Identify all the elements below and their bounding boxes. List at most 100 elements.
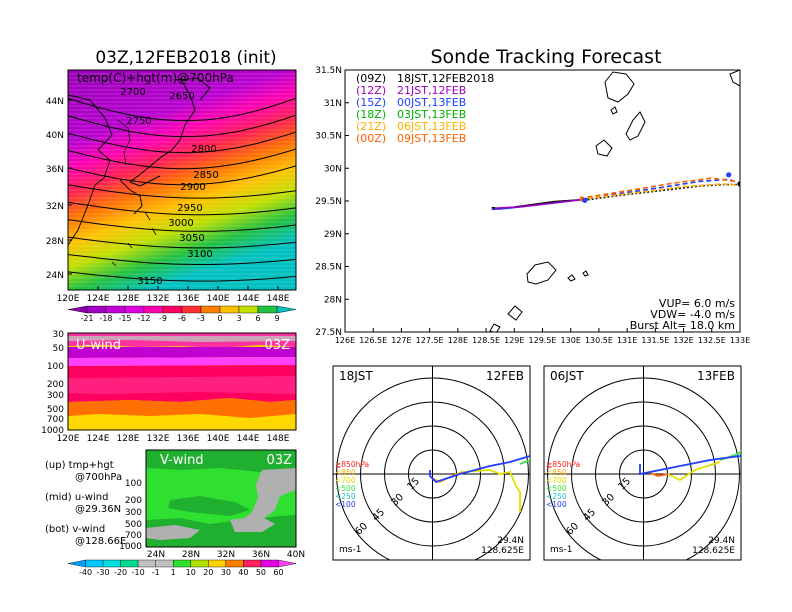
u-wind-longitude-ticks: 120E 124E 128E 132E 136E 140E 144E 148E <box>57 434 290 444</box>
wind-colorbar-cell <box>120 559 139 568</box>
track-x-axis: 126E 126.5E 127E 127.5E 128E 128.5E 129E 129.5E… <box>335 328 750 345</box>
hodograph-date: 13FEB <box>697 369 735 383</box>
track-x-tick: 126E <box>335 336 355 345</box>
hodograph-units: ms-1 <box>550 545 572 555</box>
hodograph-trace <box>519 458 530 465</box>
launch-jst: 21JST,12FEB <box>397 84 466 97</box>
temp-colorbar-cell <box>219 305 240 314</box>
wind-colorbar-cell <box>173 559 191 568</box>
map-lat-tick: 32N <box>46 202 64 212</box>
map-lat-tick: 40N <box>46 131 64 141</box>
temperature-colorbar: -21 -18 -15 -12 -9 -6 -3 0 3 6 9 <box>67 305 297 323</box>
level-legend: <700 <box>335 476 356 485</box>
temp-colorbar-label: -3 <box>197 314 205 323</box>
map-lat-tick: 24N <box>46 271 64 281</box>
wind-colorbar-label: 40 <box>238 568 248 577</box>
temp-colorbar-label: -6 <box>178 314 186 323</box>
track-x-tick: 131.5E <box>641 336 669 345</box>
u-lon-tick: 148E <box>267 434 290 444</box>
hodograph-lon: 128.625E <box>481 546 524 556</box>
u-wind-title: U-wind <box>76 338 121 353</box>
launch-utc: (21Z) <box>356 120 386 133</box>
wind-colorbar-cell <box>278 559 297 568</box>
temp-colorbar-cell <box>67 305 88 314</box>
trajectory-line <box>494 198 588 209</box>
u-pressure-tick: 100 <box>47 362 64 372</box>
v-wind-title: V-wind <box>160 453 204 468</box>
u-pressure-tick: 1000 <box>41 426 64 436</box>
height-contour <box>68 271 296 282</box>
track-y-tick: 31.5N <box>315 66 342 76</box>
temp-colorbar-label: 0 <box>217 314 222 323</box>
contour-label: 3150 <box>137 276 162 287</box>
launch-jst: 00JST,13FEB <box>397 96 466 109</box>
contour-label: 2700 <box>120 87 145 98</box>
track-y-tick: 29.5N <box>315 197 342 207</box>
track-y-tick: 28.5N <box>315 263 342 273</box>
panel-legend-line: @700hPa <box>75 472 122 483</box>
wind-colorbar-label: -1 <box>152 568 160 577</box>
v-pressure-tick: 300 <box>125 508 142 518</box>
map-lon-tick: 124E <box>87 294 110 304</box>
map-lat-tick: 28N <box>46 237 64 247</box>
temp-colorbar-cell <box>124 305 145 314</box>
v-lat-tick: 36N <box>252 550 270 560</box>
temp-colorbar-label: -18 <box>99 314 112 323</box>
map-lon-tick: 148E <box>267 294 290 304</box>
init-title: 03Z,12FEB2018 (init) <box>95 48 276 68</box>
burst-param: Burst Alt= 18.0 km <box>630 319 735 332</box>
wind-colorbar-label: -40 <box>79 568 92 577</box>
track-x-tick: 126.5E <box>359 336 387 345</box>
u-lon-tick: 124E <box>87 434 110 444</box>
launch-jst: 09JST,13FEB <box>397 132 466 145</box>
v-lat-tick: 24N <box>147 550 165 560</box>
map-frame <box>67 69 297 291</box>
map-lon-tick: 132E <box>147 294 170 304</box>
track-y-tick: 30N <box>324 164 342 174</box>
height-contours <box>68 97 296 282</box>
wind-colorbar-label: 30 <box>221 568 231 577</box>
panel-legend-line: (mid) u-wind <box>45 492 108 503</box>
v-lat-tick: 40N <box>287 550 305 560</box>
wind-colorbar-label: -30 <box>97 568 110 577</box>
v-pressure-tick: 100 <box>125 479 142 489</box>
wind-colorbar-label: 20 <box>203 568 213 577</box>
wind-colorbar-cell <box>260 559 279 568</box>
level-legend: <700 <box>546 476 567 485</box>
level-legend: ≧850hPa <box>335 460 369 469</box>
height-contour <box>68 184 296 199</box>
track-x-tick: 127E <box>391 336 411 345</box>
launch-utc: (15Z) <box>356 96 386 109</box>
launch-utc: (18Z) <box>356 108 386 121</box>
wind-colorbar-label: 1 <box>171 568 176 577</box>
level-legend: <500 <box>335 484 356 493</box>
map-field-label: temp(C)+hgt(m)@700hPa <box>77 71 234 85</box>
u-pressure-tick: 50 <box>53 344 65 354</box>
v-wind-latitude-ticks: 24N 28N 32N 36N 40N <box>147 550 305 560</box>
wind-colorbar-label: -20 <box>114 568 127 577</box>
launch-utc: (12Z) <box>356 84 386 97</box>
level-legend: <850 <box>546 468 567 477</box>
u-pressure-tick: 500 <box>47 405 64 415</box>
track-x-tick: 132.5E <box>698 336 726 345</box>
wind-colorbar-cell <box>102 559 121 568</box>
hodograph-time: 18JST <box>339 369 373 383</box>
hodograph-trace <box>639 453 741 476</box>
panel-legend-line: (up) tmp+hgt <box>45 460 114 471</box>
launch-jst: 06JST,13FEB <box>397 120 466 133</box>
temp-colorbar-label: -12 <box>137 314 150 323</box>
map-longitude-ticks: 120E 124E 128E 132E 136E 140E 144E 148E <box>57 286 290 304</box>
wind-colorbar-cell <box>137 559 156 568</box>
track-x-tick: 128.5E <box>472 336 500 345</box>
temp-colorbar-cell <box>200 305 221 314</box>
temp-colorbar-cell <box>238 305 259 314</box>
u-lon-tick: 128E <box>117 434 140 444</box>
wind-colorbar-cell <box>155 559 174 568</box>
u-lon-tick: 144E <box>237 434 260 444</box>
temp-colorbar-cell <box>143 305 164 314</box>
